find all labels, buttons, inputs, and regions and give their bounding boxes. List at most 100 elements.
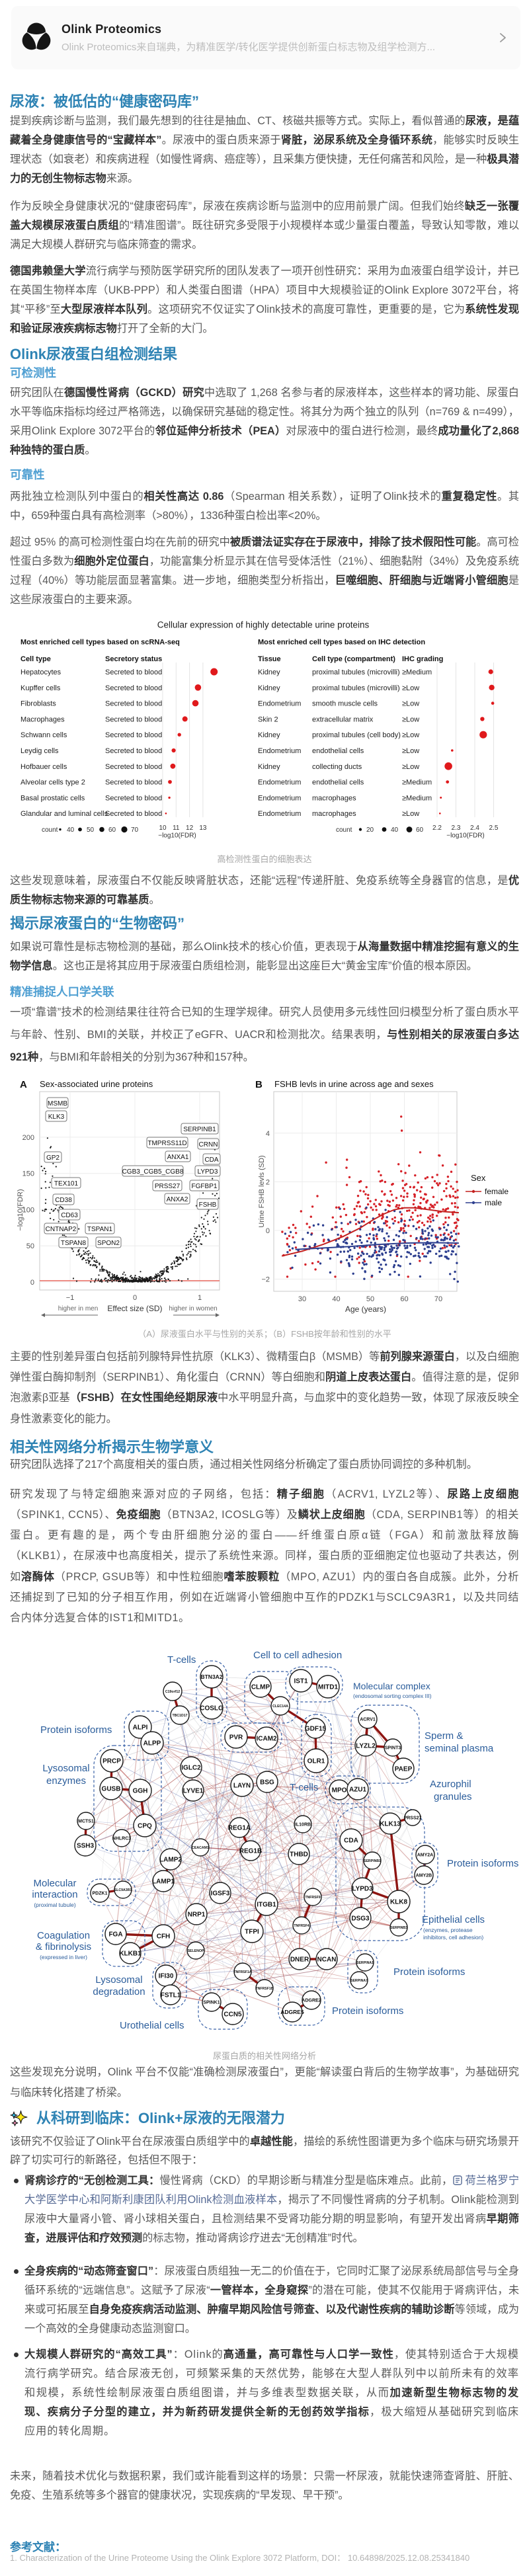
svg-text:THBD: THBD	[290, 1851, 308, 1859]
svg-text:SPINT3: SPINT3	[385, 1746, 401, 1751]
svg-text:CGB3_CGB5_CGB8: CGB3_CGB5_CGB8	[122, 1168, 184, 1176]
svg-text:−2: −2	[261, 1276, 270, 1284]
svg-text:LYVE1: LYVE1	[183, 1788, 204, 1795]
svg-text:TFPI: TFPI	[245, 1929, 259, 1936]
svg-text:(expressed in liver): (expressed in liver)	[40, 1954, 87, 1960]
svg-text:−log10(FDR): −log10(FDR)	[158, 832, 196, 840]
svg-text:≥Low: ≥Low	[402, 684, 419, 692]
svg-text:CCN5: CCN5	[224, 2011, 242, 2019]
svg-text:CFH: CFH	[157, 1933, 171, 1941]
svg-text:AMY2B: AMY2B	[416, 1874, 432, 1878]
svg-text:Secreted to blood: Secreted to blood	[105, 715, 162, 723]
svg-text:Basal prostatic cells: Basal prostatic cells	[20, 794, 85, 802]
svg-text:Urine FSHB levls (SD): Urine FSHB levls (SD)	[258, 1155, 266, 1227]
svg-text:Kidney: Kidney	[258, 731, 280, 739]
svg-text:−1: −1	[66, 1294, 75, 1302]
svg-text:CNTNAP2: CNTNAP2	[46, 1226, 77, 1233]
svg-text:≥Low: ≥Low	[402, 747, 419, 755]
svg-text:Fibroblasts: Fibroblasts	[20, 700, 56, 708]
svg-text:Molecular: Molecular	[33, 1878, 76, 1889]
svg-text:Cell type: Cell type	[20, 655, 51, 663]
svg-text:TEX101: TEX101	[54, 1180, 79, 1187]
svg-text:AZU1: AZU1	[349, 1787, 367, 1794]
svg-text:GUSB: GUSB	[102, 1786, 121, 1793]
svg-text:TNFRSF1A: TNFRSF1A	[233, 1970, 251, 1974]
svg-text:1: 1	[198, 1294, 202, 1302]
svg-text:Kidney: Kidney	[258, 763, 280, 771]
svg-text:Hofbauer cells: Hofbauer cells	[20, 763, 67, 771]
svg-text:0: 0	[133, 1294, 137, 1302]
svg-text:≥Low: ≥Low	[402, 731, 419, 739]
svg-text:100: 100	[22, 1207, 34, 1215]
svg-text:Secreted to blood: Secreted to blood	[105, 810, 162, 818]
svg-text:ACRV1: ACRV1	[360, 1718, 376, 1722]
svg-text:LAMP2: LAMP2	[159, 1857, 182, 1864]
svg-text:IGLC2: IGLC2	[181, 1765, 201, 1772]
svg-text:degradation: degradation	[93, 1986, 145, 1997]
svg-text:PAEP: PAEP	[395, 1766, 413, 1773]
svg-text:KLKB1: KLKB1	[119, 1951, 142, 1958]
svg-text:40: 40	[332, 1295, 340, 1303]
svg-text:GP2: GP2	[46, 1154, 60, 1162]
svg-text:CPQ: CPQ	[138, 1823, 152, 1830]
svg-text:≥Low: ≥Low	[402, 763, 419, 771]
svg-text:female: female	[485, 1187, 509, 1196]
svg-text:SELENOP: SELENOP	[188, 1949, 204, 1953]
svg-text:PRSS27: PRSS27	[404, 1816, 422, 1821]
svg-text:20: 20	[366, 826, 374, 834]
svg-text:extracellular matrix: extracellular matrix	[312, 715, 374, 723]
svg-text:Kupffer cells: Kupffer cells	[20, 684, 61, 692]
svg-text:50: 50	[87, 826, 95, 834]
svg-text:collecting ducts: collecting ducts	[312, 763, 362, 771]
svg-text:Secretory status: Secretory status	[105, 655, 162, 663]
svg-text:Urothelial cells: Urothelial cells	[120, 2020, 184, 2031]
svg-text:KLK8: KLK8	[390, 1899, 408, 1906]
svg-text:70: 70	[434, 1295, 442, 1303]
svg-text:IGSF3: IGSF3	[211, 1890, 230, 1898]
svg-text:−log10(FDR): −log10(FDR)	[446, 832, 485, 840]
svg-text:Secreted to blood: Secreted to blood	[105, 779, 162, 787]
svg-text:TSPAN1: TSPAN1	[87, 1226, 113, 1233]
svg-text:Effect size (SD): Effect size (SD)	[107, 1304, 162, 1313]
svg-text:Cellular expression of highly: Cellular expression of highly detectable…	[157, 620, 370, 630]
svg-text:Endometrium: Endometrium	[258, 810, 301, 818]
svg-text:higher in women: higher in women	[169, 1305, 217, 1312]
svg-text:2.2: 2.2	[432, 825, 442, 832]
svg-text:60: 60	[400, 1295, 408, 1303]
svg-text:Skin 2: Skin 2	[258, 715, 278, 723]
svg-text:ANXA1: ANXA1	[167, 1154, 189, 1161]
svg-text:T-cells: T-cells	[167, 1654, 196, 1666]
svg-text:PRSS27: PRSS27	[155, 1183, 181, 1190]
svg-text:Cell to cell adhesion: Cell to cell adhesion	[253, 1650, 342, 1661]
svg-text:ICAM2: ICAM2	[256, 1736, 277, 1743]
svg-text:SERPINA7: SERPINA7	[350, 1979, 368, 1983]
svg-text:male: male	[485, 1198, 502, 1207]
svg-text:(enzymes, protease: (enzymes, protease	[423, 1927, 473, 1933]
svg-text:FSTL1: FSTL1	[161, 1992, 181, 1999]
svg-text:Leydig cells: Leydig cells	[20, 747, 59, 755]
svg-text:MPO: MPO	[332, 1787, 347, 1794]
svg-text:Lysosomal: Lysosomal	[42, 1763, 89, 1774]
svg-text:Protein isoforms: Protein isoforms	[40, 1724, 112, 1736]
svg-text:Secreted to blood: Secreted to blood	[105, 794, 162, 802]
svg-text:150: 150	[22, 1170, 34, 1178]
svg-text:60: 60	[108, 826, 116, 834]
svg-text:2: 2	[266, 1178, 270, 1186]
svg-text:endothelial cells: endothelial cells	[312, 747, 364, 755]
svg-text:SERPINB3: SERPINB3	[390, 1926, 407, 1930]
svg-text:REG1B: REG1B	[239, 1848, 262, 1855]
svg-text:50: 50	[26, 1242, 34, 1250]
svg-text:proximal tubules (cell body): proximal tubules (cell body)	[312, 731, 401, 739]
svg-text:TNFRSF1B: TNFRSF1B	[255, 1987, 273, 1991]
svg-text:higher in men: higher in men	[58, 1305, 99, 1312]
svg-text:GGH: GGH	[133, 1788, 148, 1795]
svg-text:Molecular complex: Molecular complex	[353, 1681, 430, 1691]
svg-text:proximal tubules (microvilli): proximal tubules (microvilli)	[312, 684, 400, 692]
svg-text:ITGB1: ITGB1	[257, 1902, 276, 1909]
svg-text:COSLG: COSLG	[200, 1705, 224, 1712]
svg-text:REG1A: REG1A	[228, 1825, 251, 1832]
svg-text:MITD1: MITD1	[318, 1684, 338, 1691]
svg-text:C19orf12: C19orf12	[165, 1690, 180, 1694]
svg-text:Sex: Sex	[471, 1173, 486, 1183]
svg-text:SPINK1: SPINK1	[203, 2001, 220, 2005]
